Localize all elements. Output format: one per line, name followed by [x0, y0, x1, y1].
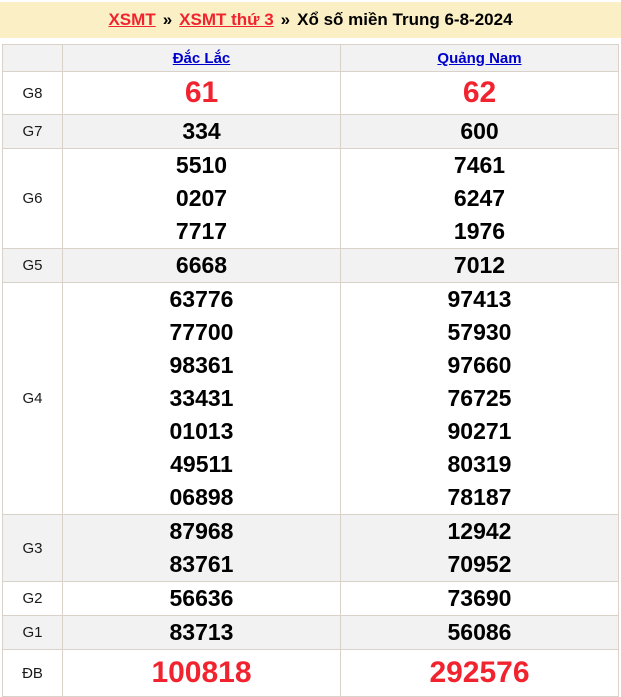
prize-cell-g1-col0: 83713 — [62, 615, 341, 650]
prize-number: 98361 — [169, 352, 234, 378]
prize-number: 83761 — [169, 551, 234, 577]
breadcrumb-link-xsmt[interactable]: XSMT — [108, 10, 156, 29]
prize-label-g7: G7 — [2, 114, 63, 149]
table-row-g6: G6 5510 0207 7717 7461 6247 1976 — [2, 148, 619, 249]
prize-cell-g3-col1: 12942 70952 — [340, 514, 619, 582]
prize-number: 57930 — [447, 319, 512, 345]
breadcrumb-link-xsmt-thu-3[interactable]: XSMT thứ 3 — [179, 10, 274, 29]
table-row-g1: G1 83713 56086 — [2, 615, 619, 650]
prize-cell-g2-col0: 56636 — [62, 581, 341, 616]
prize-number: 76725 — [447, 385, 512, 411]
prize-number: 6668 — [175, 252, 228, 278]
prize-number: 7461 — [453, 152, 506, 178]
table-header-row: Đắc Lắc Quảng Nam — [2, 44, 619, 72]
prize-cell-g5-col1: 7012 — [340, 248, 619, 283]
prize-label-g4: G4 — [2, 282, 63, 515]
prize-label-g6: G6 — [2, 148, 63, 249]
prize-cell-g7-col1: 600 — [340, 114, 619, 149]
breadcrumb: XSMT » XSMT thứ 3 » Xổ số miền Trung 6-8… — [0, 2, 621, 38]
table-row-g5: G5 6668 7012 — [2, 248, 619, 283]
prize-number: 87968 — [169, 518, 234, 544]
prize-cell-g3-col0: 87968 83761 — [62, 514, 341, 582]
prize-number: 80319 — [447, 451, 512, 477]
prize-number: 6247 — [453, 185, 506, 211]
prize-number: 7717 — [175, 218, 228, 244]
table-row-g2: G2 56636 73690 — [2, 581, 619, 616]
prize-number: 06898 — [169, 484, 234, 510]
column-header-dac-lac: Đắc Lắc — [62, 44, 341, 72]
prize-number: 61 — [184, 76, 219, 109]
prize-number: 292576 — [429, 656, 530, 689]
breadcrumb-separator: » — [280, 10, 291, 29]
prize-number: 70952 — [447, 551, 512, 577]
prize-number: 73690 — [447, 585, 512, 611]
prize-number: 7012 — [453, 252, 506, 278]
prize-number: 63776 — [169, 286, 234, 312]
prize-label-g2: G2 — [2, 581, 63, 616]
prize-cell-g5-col0: 6668 — [62, 248, 341, 283]
table-row-g7: G7 334 600 — [2, 114, 619, 149]
prize-cell-g4-col0: 63776 77700 98361 33431 01013 49511 06898 — [62, 282, 341, 515]
prize-number: 1976 — [453, 218, 506, 244]
page-title: Xổ số miền Trung 6-8-2024 — [297, 10, 513, 29]
corner-cell — [2, 44, 63, 72]
prize-cell-g8-col1: 62 — [340, 71, 619, 115]
table-row-db: ĐB 100818 292576 — [2, 649, 619, 697]
prize-label-g8: G8 — [2, 71, 63, 115]
prize-number: 5510 — [175, 152, 228, 178]
prize-cell-g8-col0: 61 — [62, 71, 341, 115]
prize-cell-g2-col1: 73690 — [340, 581, 619, 616]
prize-label-db: ĐB — [2, 649, 63, 697]
prize-number: 334 — [182, 118, 221, 144]
table-row-g4: G4 63776 77700 98361 33431 01013 49511 06898 974… — [2, 282, 619, 515]
prize-cell-g4-col1: 97413 57930 97660 76725 90271 80319 78187 — [340, 282, 619, 515]
prize-label-g5: G5 — [2, 248, 63, 283]
prize-number: 49511 — [170, 451, 233, 477]
prize-number: 56636 — [169, 585, 234, 611]
prize-number: 100818 — [151, 656, 252, 689]
prize-cell-db-col1: 292576 — [340, 649, 619, 697]
breadcrumb-separator: » — [162, 10, 173, 29]
table-row-g8: G8 61 62 — [2, 71, 619, 115]
prize-number: 83713 — [169, 619, 234, 645]
column-link-quang-nam[interactable]: Quảng Nam — [437, 49, 522, 67]
column-header-quang-nam: Quảng Nam — [340, 44, 619, 72]
prize-number: 90271 — [447, 418, 512, 444]
table-row-g3: G3 87968 83761 12942 70952 — [2, 514, 619, 582]
prize-cell-g6-col0: 5510 0207 7717 — [62, 148, 341, 249]
prize-label-g3: G3 — [2, 514, 63, 582]
prize-number: 600 — [460, 118, 499, 144]
prize-number: 77700 — [169, 319, 234, 345]
prize-number: 56086 — [447, 619, 512, 645]
prize-label-g1: G1 — [2, 615, 63, 650]
prize-cell-g6-col1: 7461 6247 1976 — [340, 148, 619, 249]
prize-number: 01013 — [169, 418, 234, 444]
prize-cell-g7-col0: 334 — [62, 114, 341, 149]
results-table: Đắc Lắc Quảng Nam G8 61 62 G7 334 600 G6 5510 02… — [2, 44, 619, 697]
prize-number: 97660 — [447, 352, 512, 378]
prize-number: 97413 — [447, 286, 512, 312]
prize-number: 0207 — [175, 185, 228, 211]
prize-number: 12942 — [447, 518, 512, 544]
prize-cell-db-col0: 100818 — [62, 649, 341, 697]
prize-number: 62 — [462, 76, 497, 109]
prize-cell-g1-col1: 56086 — [340, 615, 619, 650]
prize-number: 78187 — [447, 484, 512, 510]
prize-number: 33431 — [169, 385, 234, 411]
column-link-dac-lac[interactable]: Đắc Lắc — [172, 49, 231, 67]
